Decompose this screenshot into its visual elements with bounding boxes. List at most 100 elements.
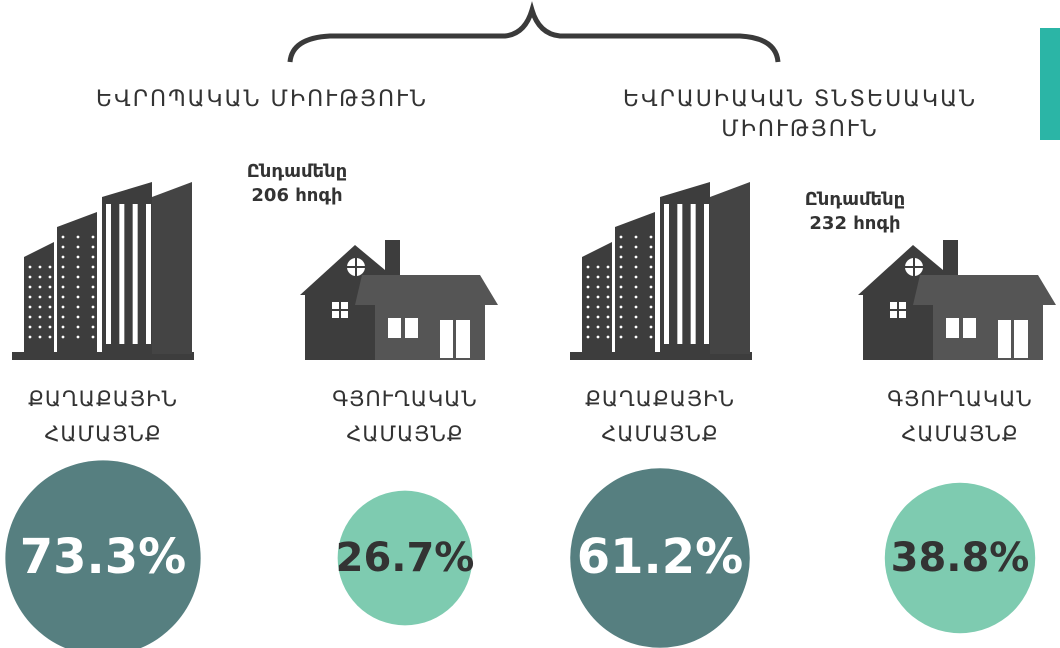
- share-circle: [5, 460, 201, 648]
- window: [91, 325, 95, 329]
- share-label: 61.2%: [577, 529, 744, 585]
- window: [38, 285, 42, 289]
- window: [596, 295, 600, 299]
- community-label: ԳՅՈՒՂԱԿԱՆ: [332, 387, 477, 411]
- tower: [24, 242, 54, 354]
- door-bar: [453, 320, 456, 358]
- window: [76, 265, 80, 269]
- window: [619, 265, 623, 269]
- window: [649, 275, 653, 279]
- window: [91, 265, 95, 269]
- cross: [332, 302, 348, 318]
- window: [61, 265, 65, 269]
- tower: [102, 182, 152, 354]
- union-name: ՄԻՈՒԹՅՈՒՆ: [721, 117, 878, 142]
- window: [48, 315, 52, 319]
- window: [606, 335, 610, 339]
- window: [48, 295, 52, 299]
- window: [619, 255, 623, 259]
- stripe: [664, 204, 669, 344]
- window: [38, 265, 42, 269]
- window: [38, 305, 42, 309]
- share-circle: [337, 490, 473, 626]
- window: [649, 285, 653, 289]
- window: [48, 335, 52, 339]
- window: [634, 335, 638, 339]
- stripe: [704, 204, 709, 344]
- tower: [152, 182, 192, 354]
- window: [586, 335, 590, 339]
- window: [91, 245, 95, 249]
- window: [28, 305, 32, 309]
- share-circle: [884, 482, 1036, 634]
- window: [606, 315, 610, 319]
- window: [91, 315, 95, 319]
- window: [61, 315, 65, 319]
- window: [28, 335, 32, 339]
- window: [596, 285, 600, 289]
- window: [91, 235, 95, 239]
- window: [649, 265, 653, 269]
- window: [61, 235, 65, 239]
- window: [619, 315, 623, 319]
- window: [649, 295, 653, 299]
- total: Ընդամենը: [805, 189, 905, 210]
- window: [596, 305, 600, 309]
- window: [649, 235, 653, 239]
- tower: [710, 182, 750, 354]
- window: [619, 235, 623, 239]
- window: [61, 335, 65, 339]
- window: [586, 325, 590, 329]
- window: [634, 305, 638, 309]
- stripe: [119, 204, 125, 344]
- community-label: ՀԱՄԱՅՆՔ: [346, 422, 463, 446]
- window: [619, 325, 623, 329]
- window: [28, 315, 32, 319]
- roof: [355, 275, 498, 305]
- share-label: 38.8%: [891, 535, 1030, 581]
- window: [91, 275, 95, 279]
- village-icon: [858, 240, 1056, 360]
- window: [586, 305, 590, 309]
- window: [619, 305, 623, 309]
- window: [606, 325, 610, 329]
- window: [619, 285, 623, 289]
- window: [634, 265, 638, 269]
- window-bar: [959, 318, 963, 338]
- brace: [287, 1, 781, 63]
- window: [38, 315, 42, 319]
- community-label: ՔԱՂԱՔԱՅԻՆ: [28, 387, 178, 411]
- cross: [890, 302, 906, 318]
- window: [649, 245, 653, 249]
- window: [91, 305, 95, 309]
- window: [606, 305, 610, 309]
- window: [76, 235, 80, 239]
- window: [619, 245, 623, 249]
- window: [61, 305, 65, 309]
- window: [28, 325, 32, 329]
- community-label: ՔԱՂԱՔԱՅԻՆ: [585, 387, 735, 411]
- stripe: [146, 204, 151, 344]
- window: [76, 295, 80, 299]
- community-label: ՀԱՄԱՅՆՔ: [601, 422, 718, 446]
- tower: [660, 182, 710, 354]
- window: [586, 295, 590, 299]
- window: [91, 335, 95, 339]
- total: 206 հոգի: [251, 185, 342, 206]
- window: [634, 295, 638, 299]
- window: [606, 275, 610, 279]
- share-label: 26.7%: [336, 535, 475, 581]
- window: [48, 305, 52, 309]
- window: [596, 315, 600, 319]
- window: [649, 315, 653, 319]
- window: [28, 265, 32, 269]
- tower: [582, 242, 612, 354]
- window: [634, 325, 638, 329]
- window: [48, 325, 52, 329]
- window: [76, 275, 80, 279]
- window: [596, 325, 600, 329]
- window: [596, 275, 600, 279]
- window: [649, 335, 653, 339]
- total: 232 հոգի: [809, 213, 900, 234]
- stripe: [106, 204, 111, 344]
